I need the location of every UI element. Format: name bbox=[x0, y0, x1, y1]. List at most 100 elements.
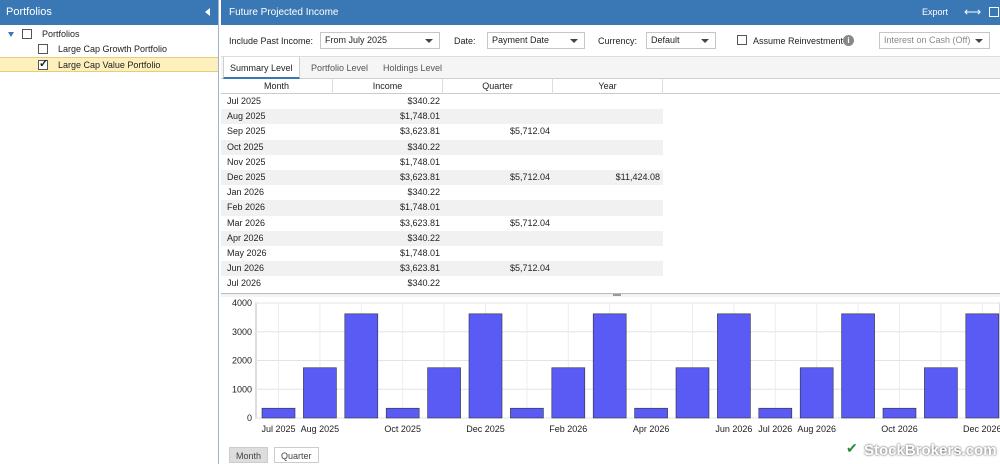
column-header-year[interactable]: Year bbox=[553, 79, 663, 94]
past-income-label: Include Past Income: bbox=[229, 36, 314, 46]
collapse-left-icon[interactable] bbox=[205, 8, 210, 16]
table-row[interactable]: Apr 2026 $340.22 bbox=[221, 230, 663, 246]
reinvest-label: Assume Reinvestment bbox=[753, 36, 844, 46]
cell-quarter: $5,712.04 bbox=[509, 263, 550, 274]
cell-quarter bbox=[443, 246, 550, 261]
table-row[interactable]: Sep 2025 $3,623.81 $5,712.04 bbox=[221, 124, 663, 139]
bar bbox=[344, 313, 379, 419]
bar bbox=[924, 367, 958, 419]
x-tick-label: Oct 2025 bbox=[384, 424, 421, 434]
table-row[interactable]: Dec 2025 $3,623.81 $5,712.04 $11,424.08 bbox=[221, 169, 663, 186]
reinvest-checkbox[interactable] bbox=[737, 35, 747, 45]
cell-quarter bbox=[443, 231, 550, 246]
column-header-income[interactable]: Income bbox=[333, 79, 443, 94]
bar bbox=[634, 407, 668, 419]
income-table: Month Income Quarter Year Jul 2025 $340.2… bbox=[221, 79, 1000, 293]
expand-arrow-icon[interactable] bbox=[8, 32, 14, 37]
currency-select[interactable]: Default bbox=[646, 32, 716, 49]
tree-item-label: Large Cap Growth Portfolio bbox=[58, 44, 168, 54]
y-tick-label: 0 bbox=[247, 413, 252, 423]
x-tick-label: Oct 2026 bbox=[881, 424, 918, 434]
splitter-handle[interactable] bbox=[221, 293, 1000, 297]
portfolios-checkbox[interactable] bbox=[22, 29, 32, 39]
cell-month: Jul 2025 bbox=[227, 96, 262, 106]
x-tick-label: Feb 2026 bbox=[549, 424, 587, 434]
cell-quarter: $5,712.04 bbox=[509, 171, 550, 182]
cell-income: $340.22 bbox=[407, 96, 440, 106]
table-row[interactable]: May 2026 $1,748.01 bbox=[221, 246, 663, 261]
cell-month: Sep 2025 bbox=[227, 126, 266, 137]
bar bbox=[758, 407, 793, 419]
chart-tab-quarter[interactable]: Quarter bbox=[274, 447, 319, 463]
column-header-month[interactable]: Month bbox=[221, 79, 333, 94]
table-header: Month Income Quarter Year bbox=[221, 79, 1000, 94]
tree-item-large-cap-value[interactable]: Large Cap Value Portfolio bbox=[0, 57, 218, 72]
y-tick-label: 1000 bbox=[232, 384, 252, 394]
cell-quarter: $5,712.04 bbox=[509, 217, 550, 228]
chevron-down-icon bbox=[425, 39, 433, 43]
table-row[interactable]: Nov 2025 $1,748.01 bbox=[221, 155, 663, 170]
bar bbox=[551, 367, 586, 419]
cell-year bbox=[553, 246, 660, 261]
column-header-quarter[interactable]: Quarter bbox=[443, 79, 553, 94]
x-tick-label: Jul 2025 bbox=[261, 424, 295, 434]
chart-tab-month[interactable]: Month bbox=[229, 447, 269, 463]
table-body: Jul 2025 $340.22 Aug 2025 $1,748.01 Sep 2025… bbox=[221, 94, 1000, 291]
tree-item-label: Portfolios bbox=[42, 29, 80, 39]
page-title: Future Projected Income bbox=[229, 7, 339, 18]
cell-income: $1,748.01 bbox=[399, 202, 440, 213]
cell-year bbox=[553, 231, 660, 246]
cell-year: $11,424.08 bbox=[615, 171, 660, 182]
cell-income: $340.22 bbox=[407, 278, 440, 289]
arrows-horizontal-icon[interactable]: ⟷ bbox=[964, 5, 982, 19]
cell-year bbox=[553, 216, 660, 231]
export-button[interactable]: Export bbox=[922, 7, 949, 17]
y-tick-label: 2000 bbox=[232, 356, 252, 366]
bar bbox=[965, 313, 1000, 419]
tab-portfolio-level[interactable]: Portfolio Level bbox=[311, 63, 369, 73]
portfolios-panel-title: Portfolios bbox=[6, 6, 52, 18]
bar bbox=[799, 367, 834, 419]
bar bbox=[841, 313, 875, 419]
x-tick-label: Dec 2025 bbox=[466, 424, 505, 434]
past-income-select[interactable]: From July 2025 bbox=[320, 32, 440, 49]
date-label: Date: bbox=[454, 36, 476, 46]
table-row[interactable]: Jun 2026 $3,623.81 $5,712.04 bbox=[221, 261, 663, 277]
tree-item-large-cap-growth[interactable]: Large Cap Growth Portfolio bbox=[0, 42, 218, 57]
table-row[interactable]: Mar 2026 $3,623.81 $5,712.04 bbox=[221, 216, 663, 231]
stockbrokers-logo-icon: ✔ bbox=[846, 440, 858, 456]
tab-holdings-level[interactable]: Holdings Level bbox=[383, 63, 443, 73]
info-icon[interactable]: i bbox=[843, 35, 854, 46]
currency-value: Default bbox=[651, 35, 680, 45]
table-row[interactable]: Aug 2025 $1,748.01 bbox=[221, 109, 663, 125]
interest-on-cash-select[interactable]: Interest on Cash (Off) bbox=[879, 32, 990, 49]
tree-item-portfolios[interactable]: Portfolios bbox=[0, 27, 218, 42]
x-tick-label: Apr 2026 bbox=[633, 424, 670, 434]
cell-quarter bbox=[443, 200, 550, 215]
bar bbox=[717, 313, 751, 419]
large-cap-value-checkbox[interactable] bbox=[38, 57, 48, 72]
cell-income: $340.22 bbox=[407, 232, 440, 243]
cell-year bbox=[553, 124, 660, 139]
bar bbox=[510, 407, 544, 419]
date-select[interactable]: Payment Date bbox=[487, 32, 585, 49]
popout-icon[interactable] bbox=[989, 7, 999, 17]
bar bbox=[385, 407, 420, 419]
cell-year bbox=[553, 276, 660, 291]
table-row[interactable]: Jul 2025 $340.22 bbox=[221, 94, 663, 109]
cell-quarter bbox=[443, 155, 550, 170]
table-row[interactable]: Oct 2025 $340.22 bbox=[221, 139, 663, 155]
table-row[interactable]: Feb 2026 $1,748.01 bbox=[221, 200, 663, 216]
chevron-down-icon bbox=[701, 39, 709, 43]
table-row[interactable]: Jul 2026 $340.22 bbox=[221, 276, 663, 291]
tab-summary-level[interactable]: Summary Level bbox=[223, 57, 300, 79]
table-row[interactable]: Jan 2026 $340.22 bbox=[221, 185, 663, 200]
cell-year bbox=[553, 185, 660, 200]
cell-income: $3,623.81 bbox=[399, 126, 440, 137]
tree-item-label: Large Cap Value Portfolio bbox=[58, 60, 161, 70]
level-tabs: Summary Level Portfolio Level Holdings L… bbox=[221, 57, 1000, 79]
cell-quarter bbox=[443, 185, 550, 200]
large-cap-growth-checkbox[interactable] bbox=[38, 44, 48, 54]
cell-month: Dec 2025 bbox=[227, 171, 266, 182]
y-tick-label: 3000 bbox=[232, 327, 252, 337]
